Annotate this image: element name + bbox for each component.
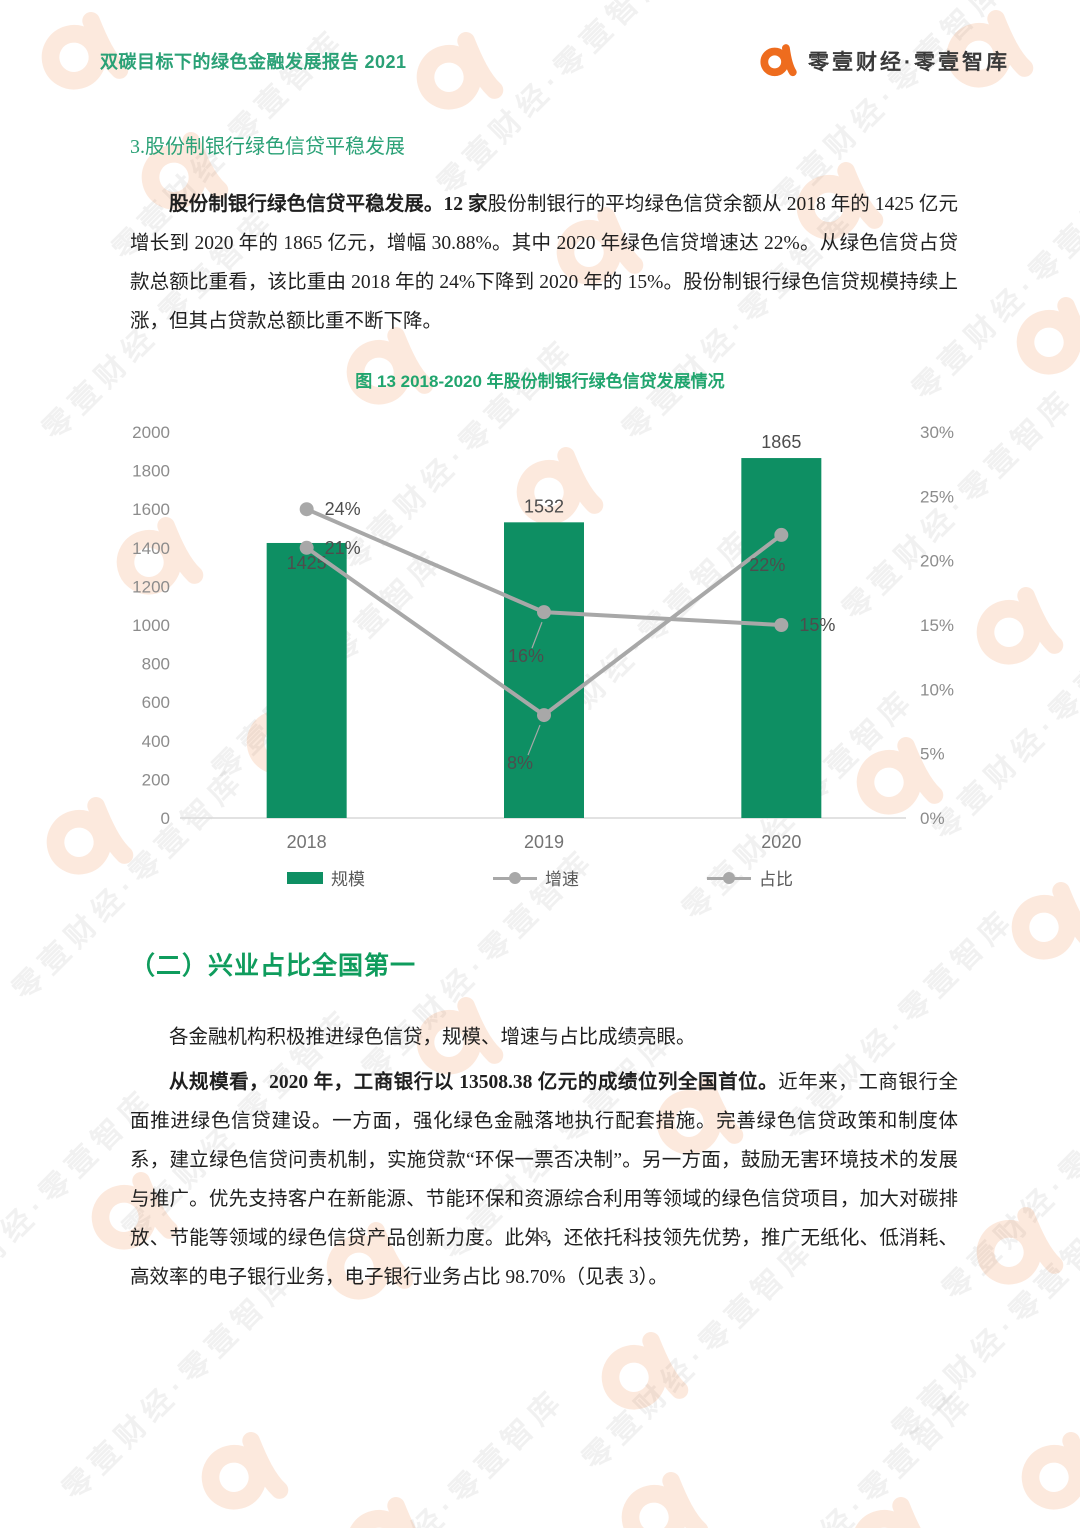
left-axis-tick: 1200 — [132, 577, 170, 596]
bar-2019 — [504, 522, 584, 818]
x-axis-label: 2019 — [524, 832, 564, 852]
right-axis-tick: 5% — [920, 745, 945, 764]
watermark-alpha-icon — [1011, 1421, 1080, 1525]
section3-heading: 3.股份制银行绿色信贷平稳发展 — [130, 136, 405, 158]
watermark-alpha-icon — [336, 1486, 440, 1528]
right-axis-tick: 25% — [920, 487, 954, 506]
section2-paragraph-1: 各金融机构积极推进绿色信贷，规模、增速与占比成绩亮眼。 — [169, 1027, 696, 1048]
section3-paragraph-lead: 股份制银行绿色信贷平稳发展。12 家 — [169, 194, 488, 215]
right-axis-tick: 15% — [920, 616, 954, 635]
chart-canvas: 0 200 400 600 800 1000 1200 1400 1600 1800 2000 0% 5… — [132, 423, 954, 852]
point-占比-2018 — [299, 502, 314, 517]
left-axis-tick: 1400 — [132, 539, 170, 558]
point-value-label: 21% — [325, 538, 361, 558]
x-axis-label: 2018 — [287, 832, 327, 852]
legend-label: 占比 — [759, 870, 793, 889]
label-leader-line — [531, 621, 543, 649]
bar-value-label: 1425 — [287, 553, 327, 573]
legend-line-swatch — [707, 871, 751, 884]
left-axis-tick: 1000 — [132, 616, 170, 635]
left-axis-tick: 1600 — [132, 500, 170, 519]
label-leader-line — [527, 724, 541, 756]
report-title: 双碳目标下的绿色金融发展报告 2021 — [100, 52, 407, 72]
watermark-alpha-icon — [591, 1321, 695, 1425]
left-axis-tick: 600 — [142, 693, 170, 712]
watermark-text: 零壹财经·零壹智库 — [736, 1382, 982, 1528]
section2-heading: （二）兴业占比全国第一 — [130, 952, 417, 980]
right-axis-tick: 0% — [920, 809, 945, 828]
legend-item-占比: 占比 — [707, 865, 793, 890]
point-增速-2020 — [774, 527, 789, 542]
section3-paragraph-body: 股份制银行的平均绿色信贷余额从 2018 年的 1425 亿元增长到 2020 … — [130, 194, 958, 332]
x-axis-label: 2020 — [761, 832, 801, 852]
legend-line-swatch — [493, 871, 537, 884]
chart-title: 图 13 2018-2020 年股份制银行绿色信贷发展情况 — [355, 372, 725, 391]
page-number: 23 — [531, 1228, 549, 1245]
chart-legend: 规模 增速 占比 — [0, 865, 1080, 890]
bar-value-label: 1865 — [761, 432, 801, 452]
watermark-text: 零壹财经·零壹智库 — [326, 1382, 572, 1528]
watermark-alpha-icon — [611, 1461, 715, 1528]
left-axis-tick: 1800 — [132, 462, 170, 481]
point-增速-2018 — [299, 540, 314, 555]
point-占比-2019 — [537, 605, 551, 620]
chart: 0 200 400 600 800 1000 1200 1400 1600 1800 2000 0% 5… — [100, 406, 980, 863]
bar-value-label: 1532 — [524, 496, 564, 516]
point-增速-2019 — [537, 708, 551, 723]
brand-logo: 零壹财经·零壹智库 — [760, 42, 1010, 80]
section2-paragraph-2-lead: 从规模看，2020 年，工商银行以 13508.38 亿元的成绩位列全国首位。 — [169, 1072, 779, 1093]
left-axis-tick: 400 — [142, 732, 170, 751]
point-占比-2020 — [774, 618, 789, 632]
left-axis-tick: 200 — [142, 770, 170, 789]
left-axis-tick: 0 — [161, 809, 170, 828]
section2-paragraph-2-body: 近年来，工商银行全面推进绿色信贷建设。一方面，强化绿色金融落地执行配套措施。完善… — [130, 1072, 958, 1288]
watermark-alpha-icon — [191, 1421, 295, 1525]
left-axis-tick: 800 — [142, 655, 170, 674]
right-axis-tick: 30% — [920, 423, 954, 442]
section2-paragraph-2: 从规模看，2020 年，工商银行以 13508.38 亿元的成绩位列全国首位。近… — [130, 1063, 958, 1297]
right-axis-tick: 10% — [920, 680, 954, 699]
legend-label: 规模 — [331, 870, 365, 889]
watermark-alpha-icon — [841, 1486, 945, 1528]
legend-item-规模: 规模 — [287, 865, 365, 890]
alpha-logo-icon — [760, 44, 797, 77]
section3-paragraph: 股份制银行绿色信贷平稳发展。12 家股份制银行的平均绿色信贷余额从 2018 年… — [130, 185, 958, 341]
point-value-label: 24% — [325, 499, 361, 519]
left-axis-tick: 2000 — [132, 423, 170, 442]
point-value-label: 22% — [749, 555, 785, 575]
bar-2018 — [266, 542, 347, 818]
brand-name: 零壹财经·零壹智库 — [808, 51, 1010, 74]
bar-2020 — [741, 458, 822, 818]
point-value-label: 8% — [507, 753, 533, 773]
point-value-label: 15% — [799, 615, 835, 635]
legend-label: 增速 — [545, 870, 579, 889]
legend-bar-swatch — [287, 871, 323, 884]
page-header: 双碳目标下的绿色金融发展报告 2021 零壹财经·零壹智库 — [0, 0, 1080, 80]
point-value-label: 16% — [508, 646, 544, 666]
right-axis-tick: 20% — [920, 552, 954, 571]
legend-item-增速: 增速 — [493, 865, 579, 890]
